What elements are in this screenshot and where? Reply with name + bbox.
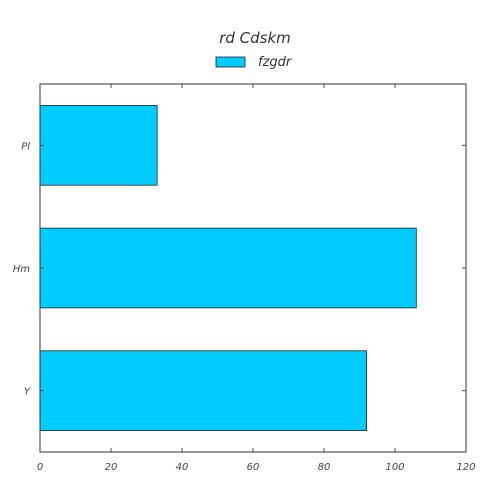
legend: fzgdr [215,55,293,70]
x-tick-label: 60 [247,462,260,473]
plot-area: Y Hm Pl 0 20 40 60 80 100 120 [13,83,476,473]
bar-pl [39,105,158,186]
x-tick-label: 100 [385,462,404,473]
y-tick-label: Hm [13,264,31,275]
bar-y [39,350,368,431]
x-tick-label: 80 [318,462,331,473]
x-tick-label: 20 [105,462,118,473]
x-tick-label: 120 [456,462,475,473]
x-tick-label: 40 [176,462,189,473]
plot-frame [39,83,467,453]
x-tick-label: 0 [37,462,43,473]
y-tick-label: Pl [21,141,30,152]
chart-title: rd Cdskm [219,29,291,47]
legend-swatch [215,56,246,68]
bar-hm [39,227,417,309]
legend-label: fzgdr [258,55,293,70]
y-tick-label: Y [24,387,31,398]
